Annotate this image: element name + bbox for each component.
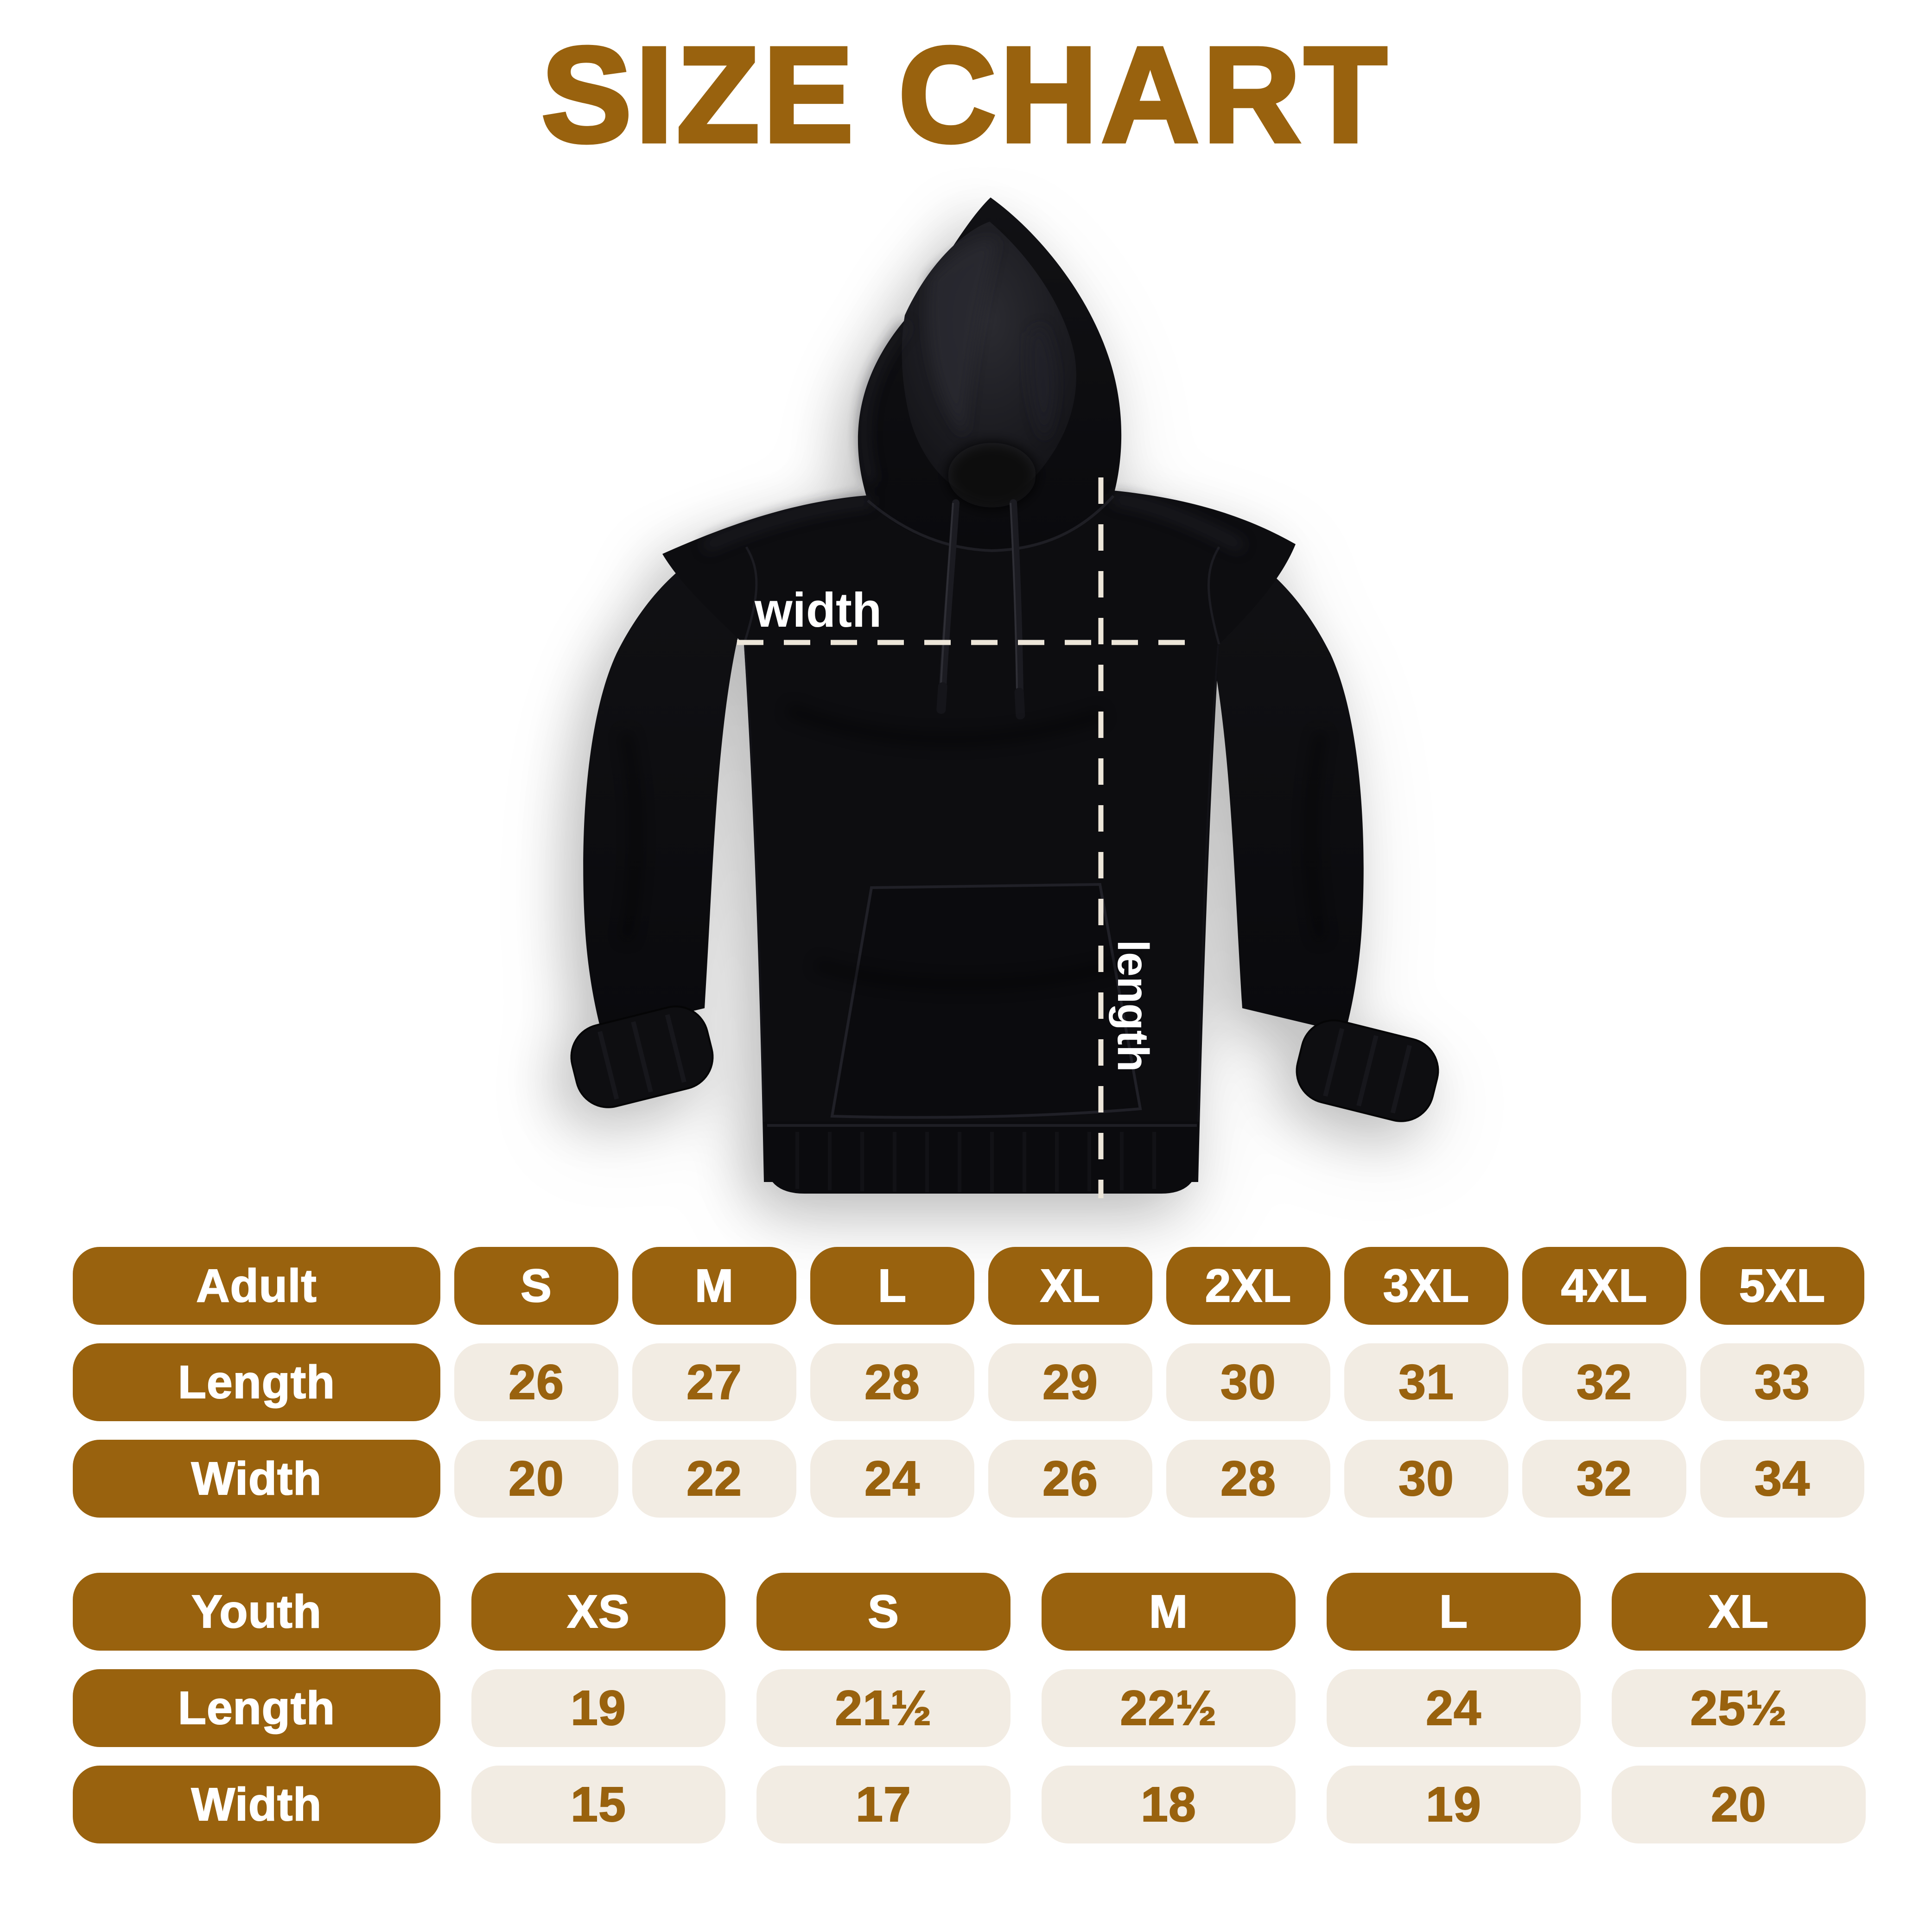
youth-width-row-label: Width — [73, 1766, 440, 1843]
youth-width-value: 17 — [756, 1766, 1010, 1843]
left-side-seam — [744, 645, 765, 1122]
adult-width-row-label: Width — [73, 1440, 440, 1518]
youth-width-value: 18 — [1042, 1766, 1296, 1843]
hoodie-shape — [570, 197, 1439, 1194]
hoodie-illustration — [570, 197, 1439, 1194]
adult-width-value: 22 — [632, 1440, 796, 1518]
adult-size-header: S — [454, 1247, 618, 1325]
youth-length-value: 21½ — [756, 1669, 1010, 1747]
youth-size-header: S — [756, 1573, 1010, 1651]
length-label: length — [1108, 940, 1157, 1072]
adult-length-value: 31 — [1344, 1343, 1508, 1421]
youth-size-table: Youth XS S M L XL Length 19 21½ 22½ 24 2… — [73, 1573, 1866, 1843]
youth-length-row-label: Length — [73, 1669, 440, 1747]
adult-width-value: 24 — [810, 1440, 974, 1518]
adult-length-row-label: Length — [73, 1343, 440, 1421]
youth-width-value: 20 — [1612, 1766, 1866, 1843]
adult-length-value: 29 — [988, 1343, 1152, 1421]
adult-length-value: 27 — [632, 1343, 796, 1421]
collar-seam — [867, 495, 1115, 553]
youth-width-value: 15 — [471, 1766, 725, 1843]
youth-table-title: Youth — [73, 1573, 440, 1651]
adult-size-header: 3XL — [1344, 1247, 1508, 1325]
hood-lining-sheen — [928, 240, 997, 436]
adult-length-value: 30 — [1166, 1343, 1330, 1421]
hood-lining-fold — [1027, 324, 1056, 440]
adult-width-value: 34 — [1700, 1440, 1864, 1518]
right-side-seam — [1197, 645, 1219, 1122]
adult-width-value: 30 — [1344, 1440, 1508, 1518]
adult-size-header: 2XL — [1166, 1247, 1330, 1325]
adult-size-header: 4XL — [1522, 1247, 1686, 1325]
adult-length-value: 33 — [1700, 1343, 1864, 1421]
drawstrings — [936, 499, 1025, 720]
hoodie-left-cuff — [570, 1005, 714, 1108]
width-label: width — [754, 583, 882, 637]
hoodie-figure: width length — [464, 176, 1483, 1242]
hem-ribbing — [795, 1132, 1156, 1192]
adult-table-title: Adult — [73, 1247, 440, 1325]
youth-length-value: 24 — [1327, 1669, 1581, 1747]
fabric-highlights — [702, 321, 1245, 552]
adult-size-table: Adult S M L XL 2XL 3XL 4XL 5XL Length 26… — [73, 1247, 1864, 1518]
youth-width-value: 19 — [1327, 1766, 1581, 1843]
adult-width-value: 26 — [988, 1440, 1152, 1518]
adult-width-value: 32 — [1522, 1440, 1686, 1518]
adult-length-value: 32 — [1522, 1343, 1686, 1421]
hood-throat-shadow — [948, 443, 1036, 508]
youth-size-header: M — [1042, 1573, 1296, 1651]
youth-size-header: L — [1327, 1573, 1581, 1651]
adult-size-header: M — [632, 1247, 796, 1325]
youth-size-header: XL — [1612, 1573, 1866, 1651]
adult-size-header: XL — [988, 1247, 1152, 1325]
hoodie-body — [662, 490, 1296, 1182]
hoodie-right-cuff — [1296, 1019, 1439, 1122]
youth-size-header: XS — [471, 1573, 725, 1651]
adult-size-header: L — [810, 1247, 974, 1325]
adult-width-value: 20 — [454, 1440, 618, 1518]
page-title: SIZE CHART — [540, 19, 1391, 170]
hoodie-pocket — [830, 883, 1142, 1119]
right-armhole-seam — [1208, 546, 1220, 645]
fabric-wrinkles — [620, 703, 1327, 991]
left-armhole-seam — [743, 546, 758, 645]
hoodie-right-sleeve — [1203, 542, 1364, 1033]
adult-length-value: 28 — [810, 1343, 974, 1421]
youth-length-value: 22½ — [1042, 1669, 1296, 1747]
youth-length-value: 25½ — [1612, 1669, 1866, 1747]
adult-width-value: 28 — [1166, 1440, 1330, 1518]
measurement-overlay: width length — [737, 477, 1195, 1198]
youth-length-value: 19 — [471, 1669, 725, 1747]
adult-length-value: 26 — [454, 1343, 618, 1421]
adult-size-header: 5XL — [1700, 1247, 1864, 1325]
hoodie-left-sleeve — [583, 542, 744, 1033]
